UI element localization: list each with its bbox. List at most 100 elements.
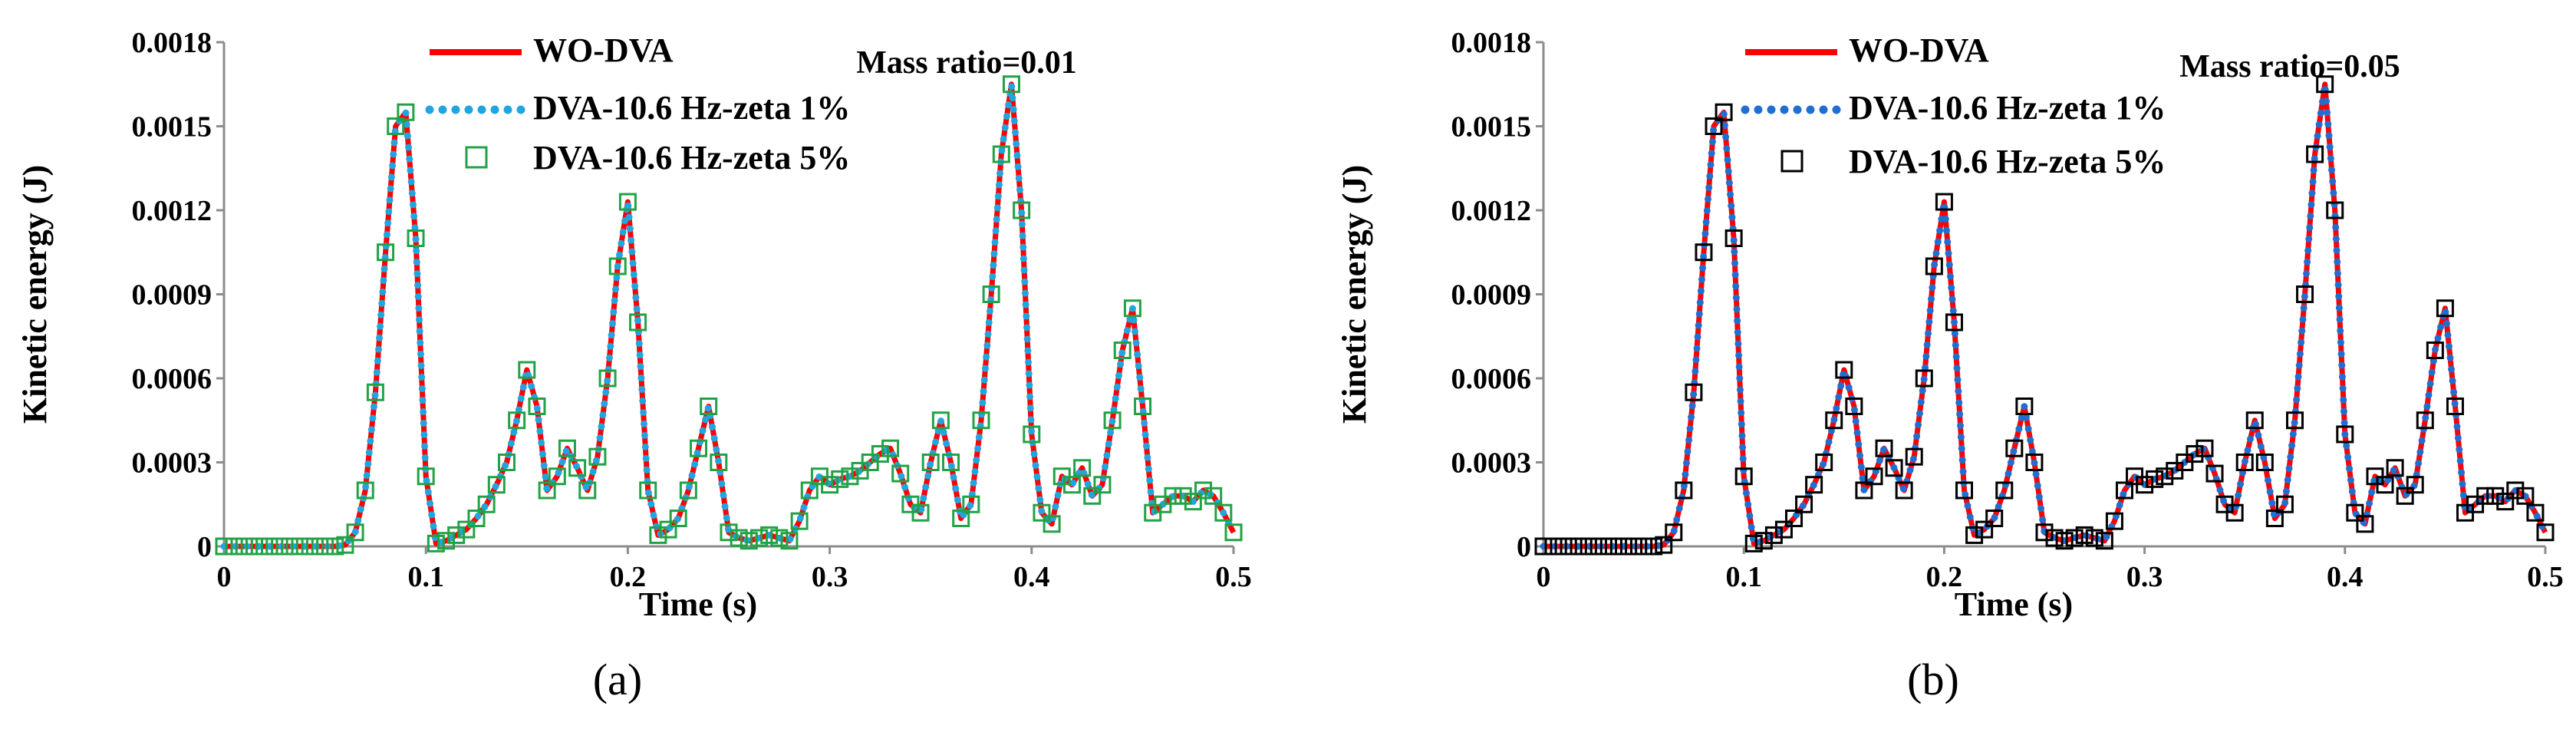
data-point-marker: [245, 537, 263, 556]
data-point-marker: [831, 470, 849, 488]
data-point-marker: [2536, 523, 2555, 542]
data-point-marker: [770, 529, 789, 547]
data-point-marker: [255, 537, 274, 556]
data-point-marker: [690, 439, 708, 457]
data-point-marker: [457, 520, 476, 539]
data-point-marker: [1995, 481, 2014, 500]
y-tick-label: 0.0006: [132, 363, 212, 395]
data-point-marker: [1764, 526, 1783, 544]
x-tick-label: 0.3: [812, 561, 848, 593]
data-point-marker: [649, 526, 667, 544]
data-point-marker: [285, 537, 304, 556]
data-point-marker: [1695, 243, 1713, 262]
data-point-marker: [2346, 503, 2364, 522]
data-point-marker: [1554, 537, 1573, 556]
legend-label-dva-zeta-5: DVA-10.6 Hz-zeta 5%: [533, 139, 850, 176]
data-point-marker: [800, 481, 819, 500]
data-point-marker: [397, 103, 415, 121]
legend-label-wo-dva: WO-DVA: [533, 31, 674, 69]
data-point-marker: [1103, 411, 1122, 430]
x-tick-label: 0.3: [2126, 561, 2163, 593]
data-point-marker: [1655, 536, 1673, 554]
data-point-marker: [2476, 487, 2495, 505]
data-point-marker: [407, 229, 425, 247]
data-point-marker: [1975, 520, 1994, 539]
data-point-marker: [2146, 470, 2164, 488]
legend-label-dva-zeta-1: DVA-10.6 Hz-zeta 1%: [1849, 89, 2166, 127]
data-point-marker: [1635, 537, 1653, 556]
data-point-marker: [749, 529, 768, 547]
data-point-marker: [2055, 532, 2074, 550]
legend: WO-DVA DVA-10.6 Hz-zeta 1% DVA-10.6 Hz-zet…: [425, 31, 850, 176]
data-point-marker: [1665, 523, 1683, 542]
data-point-marker: [1885, 459, 1903, 477]
data-point-marker: [891, 464, 910, 483]
data-point-marker: [1033, 503, 1051, 522]
data-point-marker: [275, 537, 294, 556]
data-point-marker: [2245, 411, 2264, 430]
data-point-marker: [1043, 515, 1061, 533]
data-point-marker: [921, 454, 940, 471]
y-tick-label: 0.0009: [1451, 279, 1532, 312]
data-point-marker: [215, 537, 233, 556]
data-point-marker: [881, 439, 900, 457]
data-point-marker: [2265, 510, 2284, 527]
data-point-marker: [2506, 481, 2525, 500]
data-point-marker: [2526, 503, 2545, 522]
data-point-marker: [1925, 257, 1943, 275]
data-point-marker: [1534, 537, 1553, 556]
x-tick-label: 0.2: [610, 561, 647, 593]
data-point-marker: [2496, 493, 2515, 511]
data-point-marker: [1184, 493, 1202, 511]
data-point-marker: [2396, 487, 2414, 505]
data-point-marker: [1785, 510, 1803, 527]
x-axis-title: Time (s): [639, 586, 757, 623]
y-tick-label: 0.0018: [1451, 27, 1532, 59]
y-axis-title: Kinetic energy (J): [16, 165, 54, 424]
data-point-marker: [740, 532, 758, 550]
data-point-marker: [1164, 487, 1182, 505]
data-point-marker: [2306, 145, 2324, 163]
data-point-marker: [1815, 454, 1833, 471]
data-point-marker: [1544, 537, 1563, 556]
data-point-marker: [2005, 439, 2024, 457]
x-tick-label: 0.4: [2327, 561, 2364, 593]
data-point-marker: [700, 397, 718, 415]
data-point-marker: [871, 445, 889, 463]
data-point-marker: [972, 411, 990, 430]
data-point-marker: [366, 383, 384, 401]
data-point-marker: [1604, 537, 1622, 556]
data-point-marker: [2025, 454, 2044, 471]
data-point-marker: [2326, 201, 2344, 219]
y-axis-title: Kinetic energy (J): [1336, 165, 1373, 424]
data-point-marker: [1073, 459, 1092, 477]
data-point-marker: [2035, 523, 2054, 542]
data-point-marker: [1083, 487, 1102, 505]
data-point-marker: [588, 447, 607, 466]
data-point-marker: [1825, 411, 1843, 430]
data-point-marker: [1945, 313, 1963, 332]
data-point-marker: [2095, 532, 2113, 550]
data-point-marker: [952, 510, 970, 527]
data-point-marker: [477, 495, 496, 513]
data-point-marker: [629, 313, 647, 332]
data-point-marker: [497, 454, 516, 471]
y-tick-label: 0.0003: [1451, 447, 1532, 480]
data-point-marker: [2436, 299, 2454, 318]
data-point-marker: [316, 537, 334, 556]
data-point-marker: [2416, 411, 2434, 430]
data-point-marker: [2356, 515, 2374, 533]
data-point-marker: [295, 537, 314, 556]
data-point-marker: [447, 526, 466, 544]
data-point-marker: [528, 397, 546, 415]
chart-panel-b: 0 0.0003 0.0006 0.0009 0.0012 0.0015 0.0018 0 0.…: [1336, 27, 2564, 704]
data-point-marker: [1625, 537, 1643, 556]
data-point-marker: [1013, 201, 1031, 219]
data-point-marker: [1875, 439, 1893, 457]
data-point-marker: [710, 454, 728, 471]
series-markers-dva-zeta-5: [1534, 75, 2555, 556]
data-point-marker: [1214, 503, 1233, 522]
data-point-marker: [2446, 397, 2464, 415]
y-tick-label: 0: [1517, 531, 1531, 563]
